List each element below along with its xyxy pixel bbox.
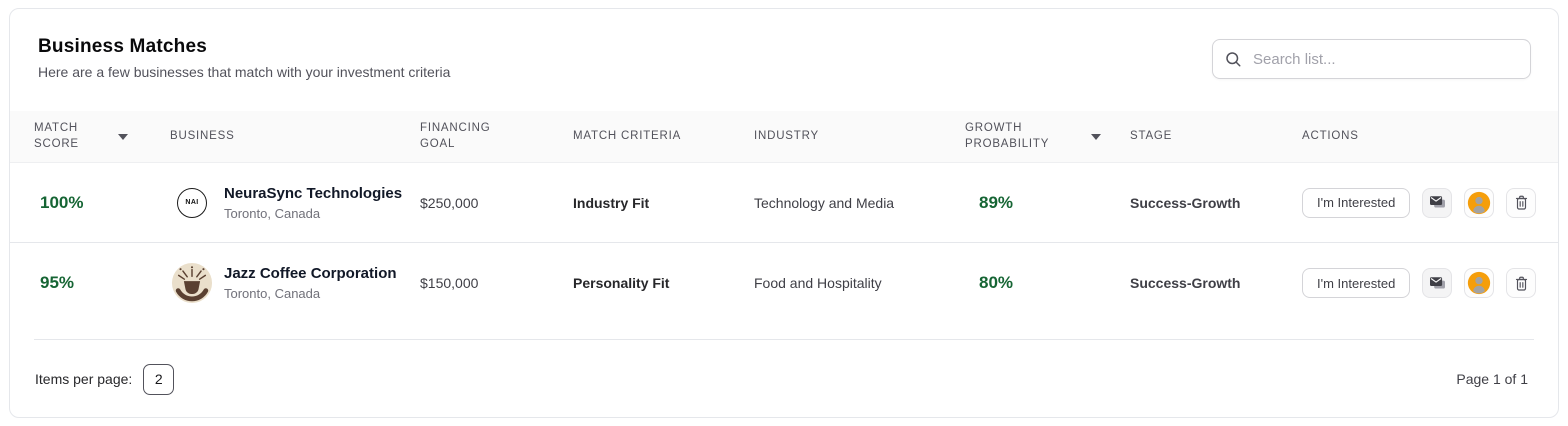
table-header-row: MATCH SCORE BUSINESS FINANCING GOAL MATC… bbox=[10, 111, 1558, 163]
mail-icon bbox=[1429, 276, 1445, 288]
trash-icon bbox=[1515, 195, 1527, 210]
growth-probability-value: 89% bbox=[979, 192, 1014, 212]
business-cell: NAI NeuraSync Technologies Toronto, Cana… bbox=[170, 185, 420, 221]
column-label: FINANCING GOAL bbox=[420, 121, 491, 150]
person-icon bbox=[1468, 271, 1491, 295]
business-cell: Jazz Coffee Corporation Toronto, Canada bbox=[170, 262, 420, 304]
column-label: STAGE bbox=[1130, 129, 1173, 142]
business-matches-card: Business Matches Here are a few business… bbox=[9, 8, 1559, 418]
growth-probability-value: 80% bbox=[979, 273, 1014, 292]
stage-value: Success-Growth bbox=[1130, 275, 1241, 291]
trash-icon bbox=[1515, 276, 1527, 291]
search-box bbox=[1212, 39, 1531, 79]
caret-down-icon[interactable] bbox=[118, 133, 128, 140]
caret-down-icon[interactable] bbox=[1091, 133, 1101, 140]
page-subtitle: Here are a few businesses that match wit… bbox=[38, 64, 451, 80]
jazz-coffee-logo bbox=[171, 262, 213, 304]
stage-value: Success-Growth bbox=[1130, 194, 1241, 211]
neurasync-logo: NAI bbox=[177, 187, 207, 218]
column-header-financing-goal: FINANCING GOAL bbox=[420, 121, 573, 152]
person-icon bbox=[1468, 191, 1491, 214]
column-header-match-score[interactable]: MATCH SCORE bbox=[34, 121, 170, 152]
actions-cell: I'm Interested bbox=[1302, 268, 1558, 298]
items-per-page-select[interactable]: 2 bbox=[143, 363, 175, 395]
items-per-page-label: Items per page: bbox=[35, 371, 133, 387]
contact-button[interactable] bbox=[1464, 268, 1495, 298]
business-location: Toronto, Canada bbox=[224, 286, 321, 301]
contact-button[interactable] bbox=[1464, 187, 1495, 218]
match-score-value: 100% bbox=[40, 192, 84, 212]
footer-divider bbox=[34, 339, 1534, 340]
financing-goal-value: $250,000 bbox=[420, 194, 479, 211]
column-label: ACTIONS bbox=[1302, 129, 1359, 142]
match-score-value: 95% bbox=[40, 273, 75, 292]
column-header-business: BUSINESS bbox=[170, 129, 420, 145]
message-button[interactable] bbox=[1422, 187, 1453, 218]
column-label: MATCH SCORE bbox=[34, 121, 79, 150]
column-label: INDUSTRY bbox=[754, 129, 819, 142]
column-header-actions: ACTIONS bbox=[1302, 129, 1558, 145]
industry-value: Technology and Media bbox=[754, 194, 895, 211]
business-name: NeuraSync Technologies bbox=[224, 184, 403, 202]
search-input[interactable] bbox=[1212, 39, 1531, 79]
match-criteria-value: Personality Fit bbox=[573, 275, 670, 291]
column-label: BUSINESS bbox=[170, 129, 235, 142]
match-criteria-value: Industry Fit bbox=[573, 194, 650, 211]
business-name: Jazz Coffee Corporation bbox=[224, 265, 397, 282]
table-row: 95% Jazz Coffee Corporation bbox=[10, 243, 1558, 323]
column-header-match-criteria: MATCH CRITERIA bbox=[573, 129, 754, 145]
column-header-industry: INDUSTRY bbox=[754, 129, 965, 145]
message-button[interactable] bbox=[1422, 268, 1453, 298]
items-per-page: Items per page: 2 bbox=[35, 363, 175, 395]
column-header-growth-probability[interactable]: GROWTH PROBABILITY bbox=[965, 121, 1130, 152]
table-row: 100% NAI NeuraSync Technologies Toronto,… bbox=[10, 163, 1558, 243]
business-location: Toronto, Canada bbox=[224, 205, 321, 221]
card-header: Business Matches Here are a few business… bbox=[10, 9, 1558, 111]
industry-value: Food and Hospitality bbox=[754, 275, 882, 291]
column-label: MATCH CRITERIA bbox=[573, 129, 682, 142]
actions-cell: I'm Interested bbox=[1302, 187, 1558, 218]
mail-icon bbox=[1429, 196, 1445, 208]
financing-goal-value: $150,000 bbox=[420, 275, 479, 291]
column-header-stage: STAGE bbox=[1130, 129, 1302, 145]
card-footer: Items per page: 2 Page 1 of 1 bbox=[10, 340, 1558, 417]
search-icon bbox=[1226, 52, 1241, 67]
delete-button[interactable] bbox=[1506, 268, 1537, 298]
page-info: Page 1 of 1 bbox=[1456, 371, 1528, 387]
interested-button[interactable]: I'm Interested bbox=[1302, 187, 1411, 218]
interested-button[interactable]: I'm Interested bbox=[1302, 268, 1411, 298]
delete-button[interactable] bbox=[1506, 187, 1537, 218]
column-label: GROWTH PROBABILITY bbox=[965, 121, 1050, 150]
page-title: Business Matches bbox=[38, 36, 207, 57]
